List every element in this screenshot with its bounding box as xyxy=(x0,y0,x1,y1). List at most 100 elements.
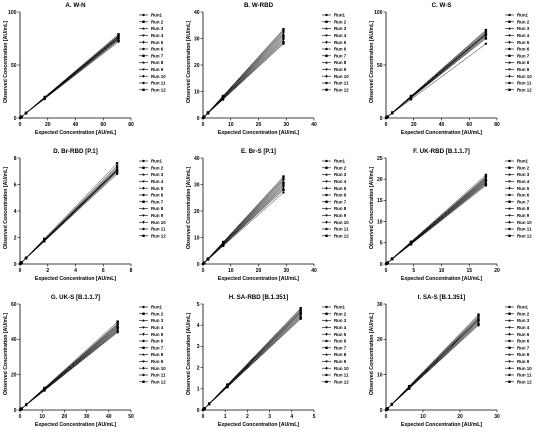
legend-label: Run 4 xyxy=(151,33,164,38)
legend-label: Run 11 xyxy=(517,81,532,86)
legend-marker xyxy=(142,34,145,37)
y-tick-label: 0 xyxy=(14,262,17,268)
legend-label: Run 7 xyxy=(517,345,530,350)
legend-label: Run 2 xyxy=(151,19,164,24)
legend-label: Run 8 xyxy=(517,352,530,357)
legend-label: Run 4 xyxy=(151,325,164,330)
legend-label: Run 10 xyxy=(334,74,349,79)
legend-marker xyxy=(325,81,328,85)
legend-label: Run 10 xyxy=(334,366,349,371)
x-tick-label: 80 xyxy=(494,122,500,128)
legend-marker xyxy=(508,34,511,37)
legend-marker xyxy=(508,207,511,210)
x-tick-label: 20 xyxy=(411,122,417,128)
data-point xyxy=(115,164,119,168)
y-tick-label: 5 xyxy=(197,302,200,308)
legend-marker xyxy=(508,61,511,64)
data-point xyxy=(115,165,119,169)
y-tick-label: 30 xyxy=(194,36,200,42)
legend-marker xyxy=(142,186,145,190)
y-tick-label: 30 xyxy=(194,182,200,188)
legend-marker xyxy=(325,13,328,17)
y-tick-label: 20 xyxy=(194,63,200,69)
legend-label: Run 6 xyxy=(151,47,164,52)
chart-title: F. UK-RBD [B.1.1.7] xyxy=(413,148,470,155)
chart-svg: B. W-RBD 0 10 20 30 40 0 10 20 30 40 Expected Conce… xyxy=(186,2,349,136)
legend-marker xyxy=(325,68,328,71)
legend-marker xyxy=(325,47,328,51)
x-axis-label: Expected Concentration [AU/mL] xyxy=(401,130,483,136)
data-point xyxy=(282,181,285,185)
data-point xyxy=(43,237,46,241)
chart-panel: G. UK-S [B.1.1.7] 0 10 20 30 40 50 0 20 40 60 Expec… xyxy=(0,292,183,438)
data-point xyxy=(117,33,120,36)
data-point xyxy=(116,320,119,323)
legend-label: Run 11 xyxy=(151,227,166,232)
chart-title: B. W-RBD xyxy=(244,2,274,9)
legend-label: Run 2 xyxy=(151,165,164,170)
data-point xyxy=(484,37,488,40)
y-tick-label: 20 xyxy=(11,372,17,378)
data-point xyxy=(20,407,23,410)
x-tick-label: 50 xyxy=(128,414,134,420)
legend-marker xyxy=(325,207,328,210)
legend-label: Run 5 xyxy=(334,40,347,45)
x-tick-label: 0 xyxy=(202,414,205,420)
chart-title: D. Br-RBD [P.1] xyxy=(53,148,98,155)
legend-label: Run 8 xyxy=(151,352,164,357)
y-tick-label: 0 xyxy=(197,116,200,122)
legend-marker xyxy=(142,234,145,237)
x-tick-label: 0 xyxy=(385,414,388,420)
legend-label: Run 5 xyxy=(517,332,530,337)
x-axis-label: Expected Concentration [AU/mL] xyxy=(218,276,300,282)
legend-marker xyxy=(508,339,511,343)
legend-marker xyxy=(325,227,328,231)
legend-label: Run1 xyxy=(151,13,163,18)
legend-marker xyxy=(325,166,328,169)
data-point xyxy=(299,316,302,319)
legend-marker xyxy=(325,373,328,377)
legend-label: Run 3 xyxy=(517,172,530,177)
x-tick-label: 40 xyxy=(73,122,79,128)
legend-label: Run 9 xyxy=(151,67,164,72)
legend-marker xyxy=(142,312,145,315)
legend-label: Run 2 xyxy=(334,311,347,316)
x-tick-label: 5 xyxy=(313,414,316,420)
x-tick-label: 20 xyxy=(256,122,262,128)
legend-label: Run 3 xyxy=(334,26,347,31)
legend-label: Run1 xyxy=(517,13,529,18)
legend-label: Run 6 xyxy=(334,339,347,344)
x-tick-label: 2 xyxy=(46,268,49,274)
data-point xyxy=(477,313,480,316)
legend-label: Run 3 xyxy=(334,172,347,177)
legend-label: Run 12 xyxy=(151,379,166,384)
legend-marker xyxy=(325,339,328,343)
data-point xyxy=(203,115,206,118)
legend-marker xyxy=(325,193,328,197)
legend-marker xyxy=(508,13,511,17)
y-tick-label: 10 xyxy=(194,89,200,95)
legend-marker xyxy=(508,366,511,370)
legend-marker xyxy=(508,353,511,356)
legend-label: Run 7 xyxy=(517,199,530,204)
y-tick-label: 1 xyxy=(197,387,200,393)
x-tick-label: 30 xyxy=(283,268,289,274)
legend-label: Run1 xyxy=(334,13,346,18)
legend-label: Run 5 xyxy=(151,40,164,45)
legend-label: Run 3 xyxy=(517,26,530,31)
y-axis-label: Observed Concentration [AU/mL] xyxy=(3,21,9,103)
legend-label: Run 8 xyxy=(151,206,164,211)
legend-label: Run1 xyxy=(517,305,529,310)
legend-marker xyxy=(508,20,511,23)
chart-svg: H. SA-RBD [B.1.351] 0 1 2 3 4 5 0 1 2 3 4 5 Expected … xyxy=(186,294,349,428)
legend-label: Run 7 xyxy=(334,345,347,350)
x-tick-label: 15 xyxy=(466,268,472,274)
data-point xyxy=(25,403,28,406)
y-axis-label: Observed Concentration [AU/mL] xyxy=(186,21,192,103)
legend-label: Run 5 xyxy=(151,186,164,191)
legend-marker xyxy=(142,81,145,85)
series-line xyxy=(20,321,118,410)
x-tick-label: 20 xyxy=(494,268,500,274)
legend-label: Run 2 xyxy=(517,311,530,316)
series-line xyxy=(20,34,119,118)
